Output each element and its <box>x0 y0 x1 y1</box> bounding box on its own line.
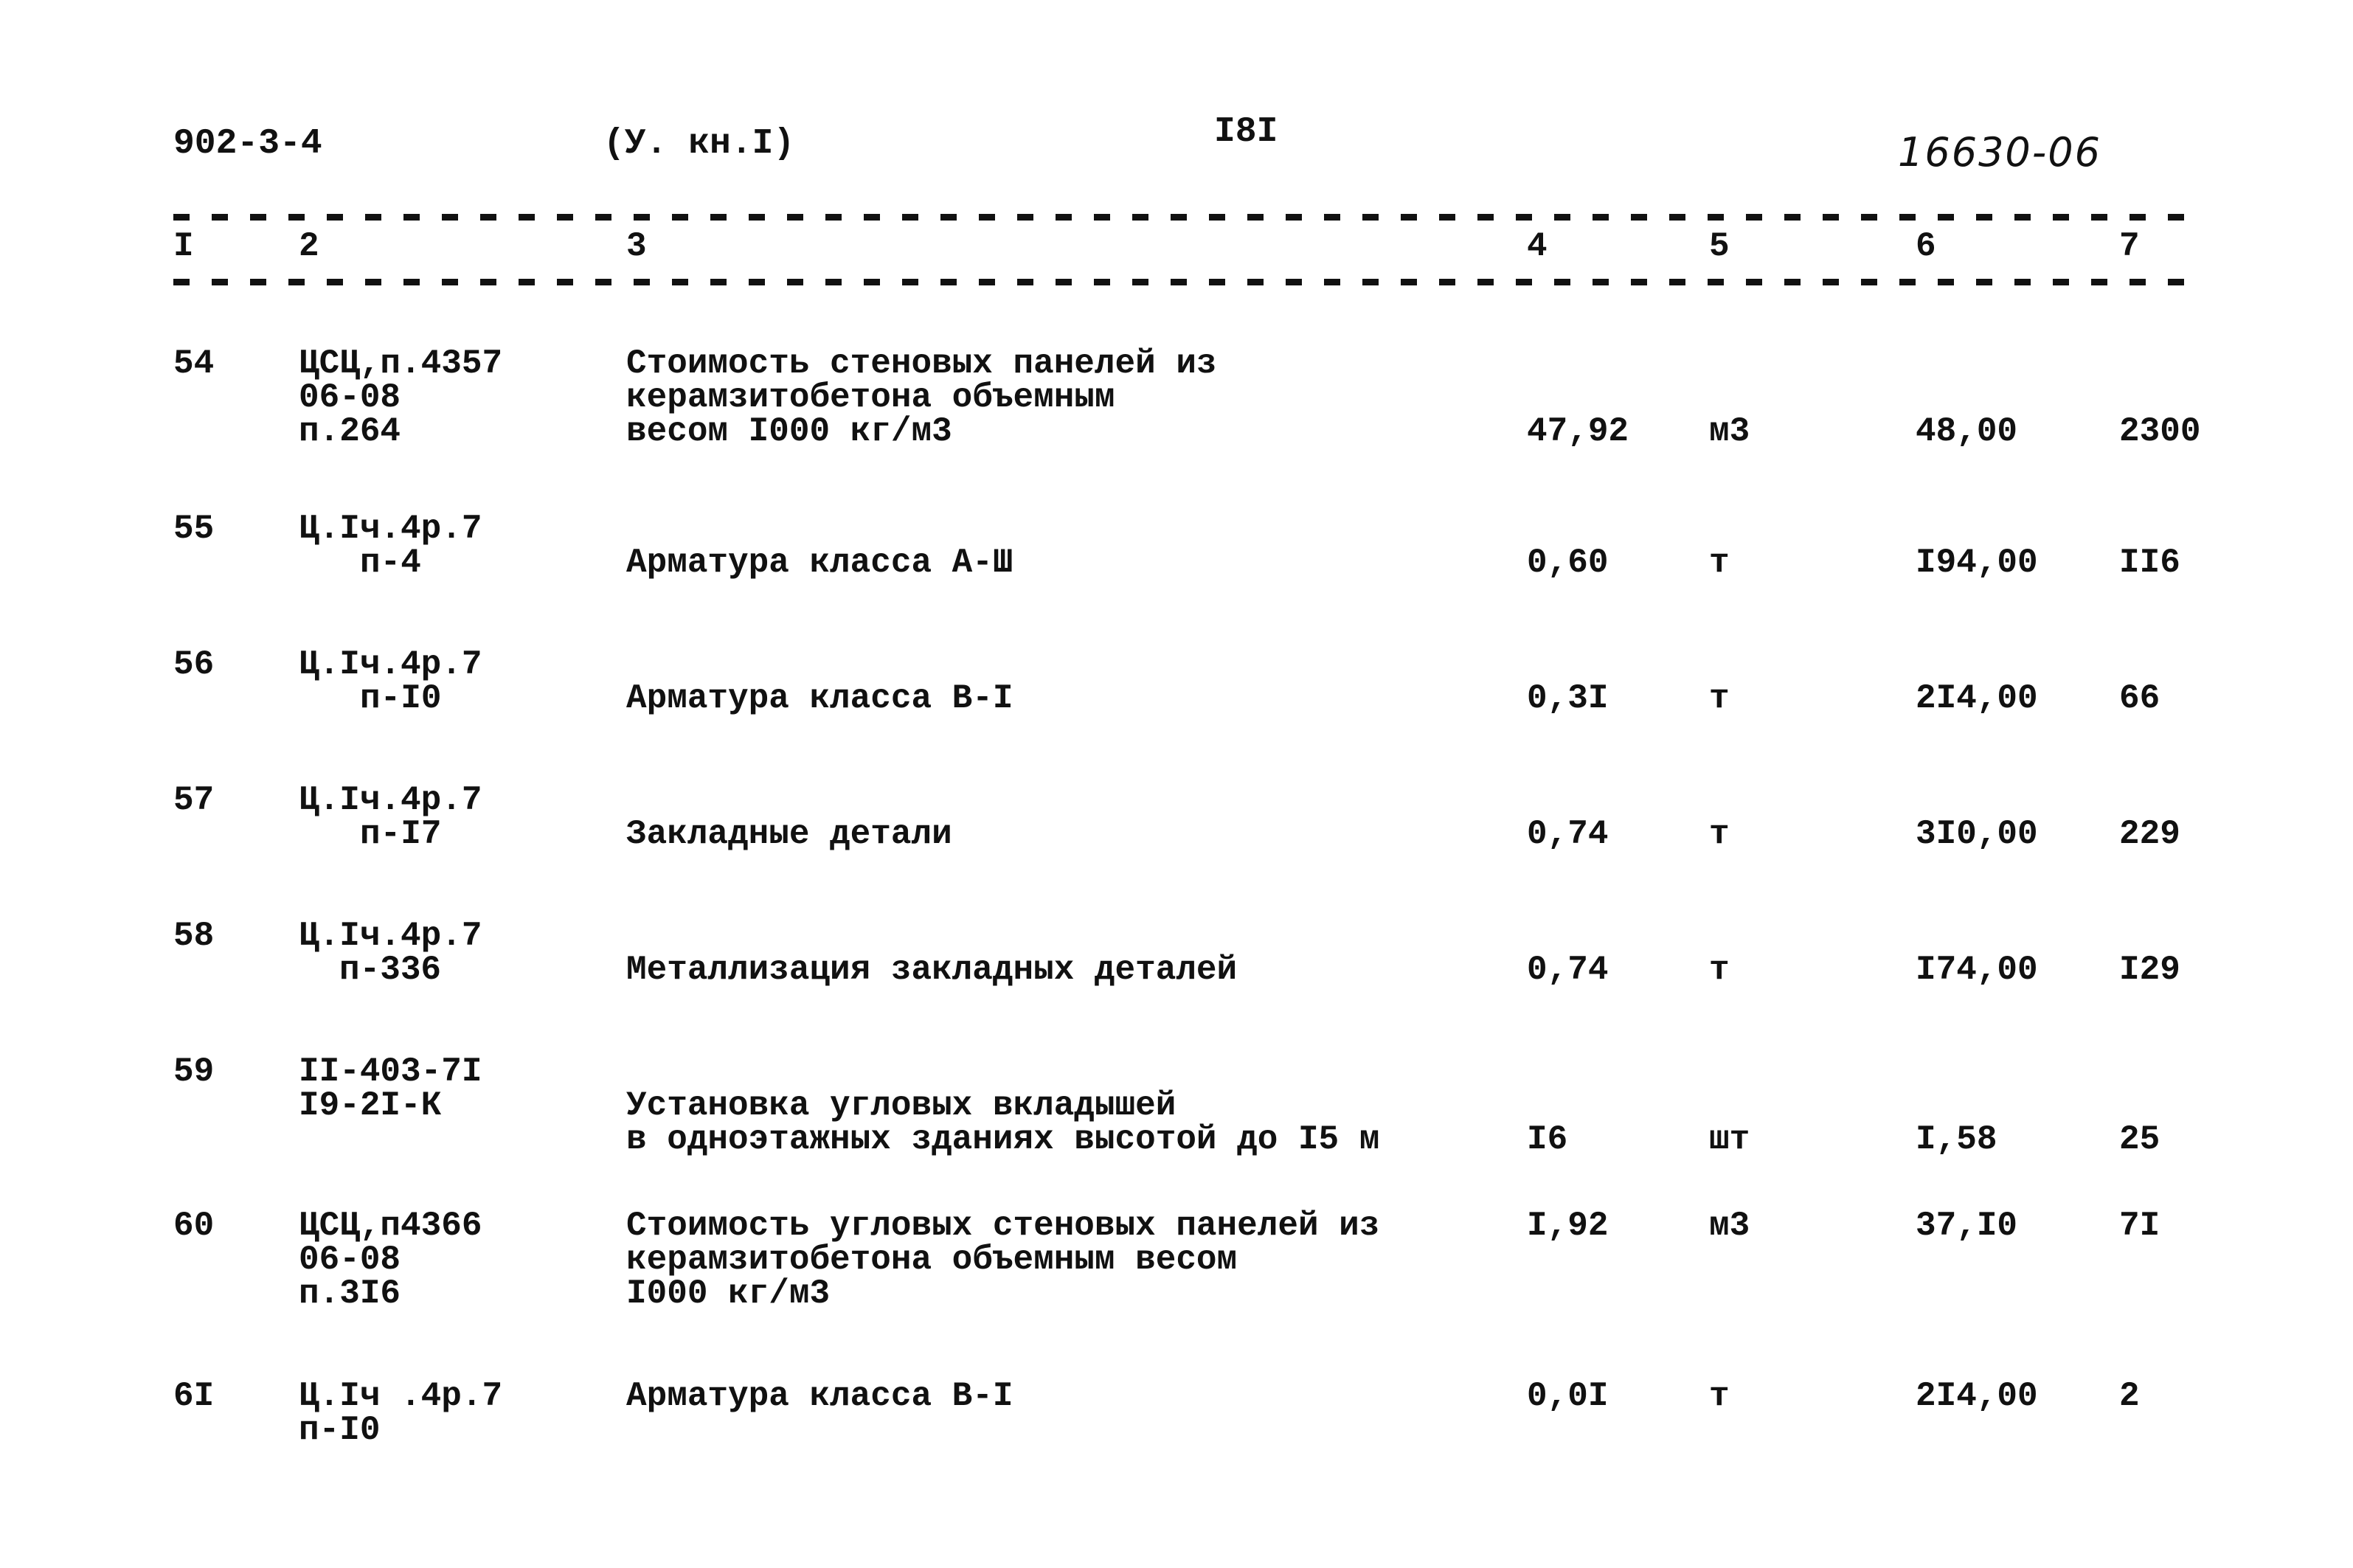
row-number: 54 <box>173 344 215 383</box>
row-code: Ц.Iч.4р.7 <box>299 917 482 955</box>
row-total: 66 <box>2119 679 2160 718</box>
row-code: Ц.Iч.4р.7 <box>299 645 482 684</box>
row-price: I,58 <box>1916 1120 1997 1159</box>
row-total: 2 <box>2119 1377 2140 1415</box>
row-quantity: 0,74 <box>1527 815 1609 853</box>
table-row: 59 II-403-7I I9-2I-К Установка угловых в… <box>0 1055 2353 1165</box>
row-quantity: 0,3I <box>1527 679 1609 718</box>
row-code: ЦСЦ,п.4357 <box>299 344 503 383</box>
row-code: п.3I6 <box>299 1274 401 1313</box>
row-unit: т <box>1709 815 1730 853</box>
row-unit: шт <box>1709 1120 1750 1159</box>
table-row: 54 ЦСЦ,п.4357 06-08 п.264 Стоимость стен… <box>0 347 2353 457</box>
table-row: 55 Ц.Iч.4р.7 п-4 Арматура класса А-Ш 0,6… <box>0 512 2353 622</box>
table-row: 56 Ц.Iч.4р.7 п-I0 Арматура класса В-I 0,… <box>0 648 2353 758</box>
table-row: 58 Ц.Iч.4р.7 п-336 Металлизация закладны… <box>0 919 2353 1030</box>
row-price: 2I4,00 <box>1916 1377 2038 1415</box>
column-header-2: 2 <box>299 227 319 266</box>
row-number: 58 <box>173 917 215 955</box>
row-description: Арматура класса В-I <box>626 679 1013 718</box>
row-total: 229 <box>2119 815 2180 853</box>
row-unit: т <box>1709 951 1730 989</box>
row-description: Стоимость стеновых панелей из <box>626 344 1217 383</box>
row-price: 2I4,00 <box>1916 679 2038 718</box>
table-row: 6I Ц.Iч .4р.7 п-I0 Арматура класса В-I 0… <box>0 1379 2353 1490</box>
row-unit: т <box>1709 679 1730 718</box>
row-total: 2300 <box>2119 412 2201 451</box>
row-price: 3I0,00 <box>1916 815 2038 853</box>
row-total: 7I <box>2119 1207 2160 1245</box>
row-code: п-I0 <box>299 1411 381 1449</box>
row-quantity: 0,0I <box>1527 1377 1609 1415</box>
header-divider-top <box>173 214 2202 221</box>
row-unit: т <box>1709 1377 1730 1415</box>
table-row: 60 ЦСЦ,п4366 06-08 п.3I6 Стоимость углов… <box>0 1209 2353 1319</box>
row-code: п.264 <box>299 412 401 451</box>
row-code: п-I0 <box>360 679 442 718</box>
row-price: 48,00 <box>1916 412 2018 451</box>
row-number: 55 <box>173 510 215 548</box>
row-description: Закладные детали <box>626 815 952 853</box>
row-code: п-336 <box>339 951 442 989</box>
row-description: керамзитобетона объемным <box>626 378 1115 417</box>
column-header-7: 7 <box>2119 227 2140 266</box>
row-number: 6I <box>173 1377 215 1415</box>
row-quantity: I,92 <box>1527 1207 1609 1245</box>
row-unit: м3 <box>1709 412 1750 451</box>
row-description: Арматура класса В-I <box>626 1377 1013 1415</box>
row-description: весом I000 кг/м3 <box>626 412 952 451</box>
row-code: II-403-7I <box>299 1052 482 1091</box>
archive-number: 16630-06 <box>1898 129 2101 176</box>
row-total: II6 <box>2119 544 2180 582</box>
row-number: 57 <box>173 781 215 819</box>
row-description: в одноэтажных зданиях высотой до I5 м <box>626 1120 1380 1159</box>
series-code: 902-3-4 <box>173 124 322 164</box>
page-number: I8I <box>1214 112 1278 152</box>
row-code: Ц.Iч .4р.7 <box>299 1377 503 1415</box>
row-code: п-I7 <box>360 815 442 853</box>
row-description: Стоимость угловых стеновых панелей из <box>626 1207 1380 1245</box>
row-description: Установка угловых вкладышей <box>626 1086 1176 1125</box>
row-unit: т <box>1709 544 1730 582</box>
row-code: I9-2I-К <box>299 1086 442 1125</box>
column-header-5: 5 <box>1709 227 1730 266</box>
row-price: 37,I0 <box>1916 1207 2018 1245</box>
row-number: 60 <box>173 1207 215 1245</box>
row-description: Арматура класса А-Ш <box>626 544 1013 582</box>
row-total: I29 <box>2119 951 2180 989</box>
row-code: 06-08 <box>299 378 401 417</box>
row-price: I94,00 <box>1916 544 2038 582</box>
row-code: Ц.Iч.4р.7 <box>299 510 482 548</box>
row-code: п-4 <box>360 544 421 582</box>
row-description: керамзитобетона объемным весом <box>626 1241 1238 1279</box>
column-header-1: I <box>173 227 194 266</box>
row-quantity: 0,74 <box>1527 951 1609 989</box>
row-code: 06-08 <box>299 1241 401 1279</box>
row-code: ЦСЦ,п4366 <box>299 1207 482 1245</box>
column-header-4: 4 <box>1527 227 1548 266</box>
column-header-6: 6 <box>1916 227 1936 266</box>
row-quantity: 0,60 <box>1527 544 1609 582</box>
row-number: 59 <box>173 1052 215 1091</box>
row-unit: м3 <box>1709 1207 1750 1245</box>
row-description: Металлизация закладных деталей <box>626 951 1238 989</box>
column-header-3: 3 <box>626 227 647 266</box>
row-quantity: 47,92 <box>1527 412 1629 451</box>
volume-label: (У. кн.I) <box>603 124 795 164</box>
row-total: 25 <box>2119 1120 2160 1159</box>
row-quantity: I6 <box>1527 1120 1568 1159</box>
row-number: 56 <box>173 645 215 684</box>
header-divider-bottom <box>173 279 2202 285</box>
table-row: 57 Ц.Iч.4р.7 п-I7 Закладные детали 0,74 … <box>0 783 2353 894</box>
row-price: I74,00 <box>1916 951 2038 989</box>
row-description: I000 кг/м3 <box>626 1274 831 1313</box>
row-code: Ц.Iч.4р.7 <box>299 781 482 819</box>
